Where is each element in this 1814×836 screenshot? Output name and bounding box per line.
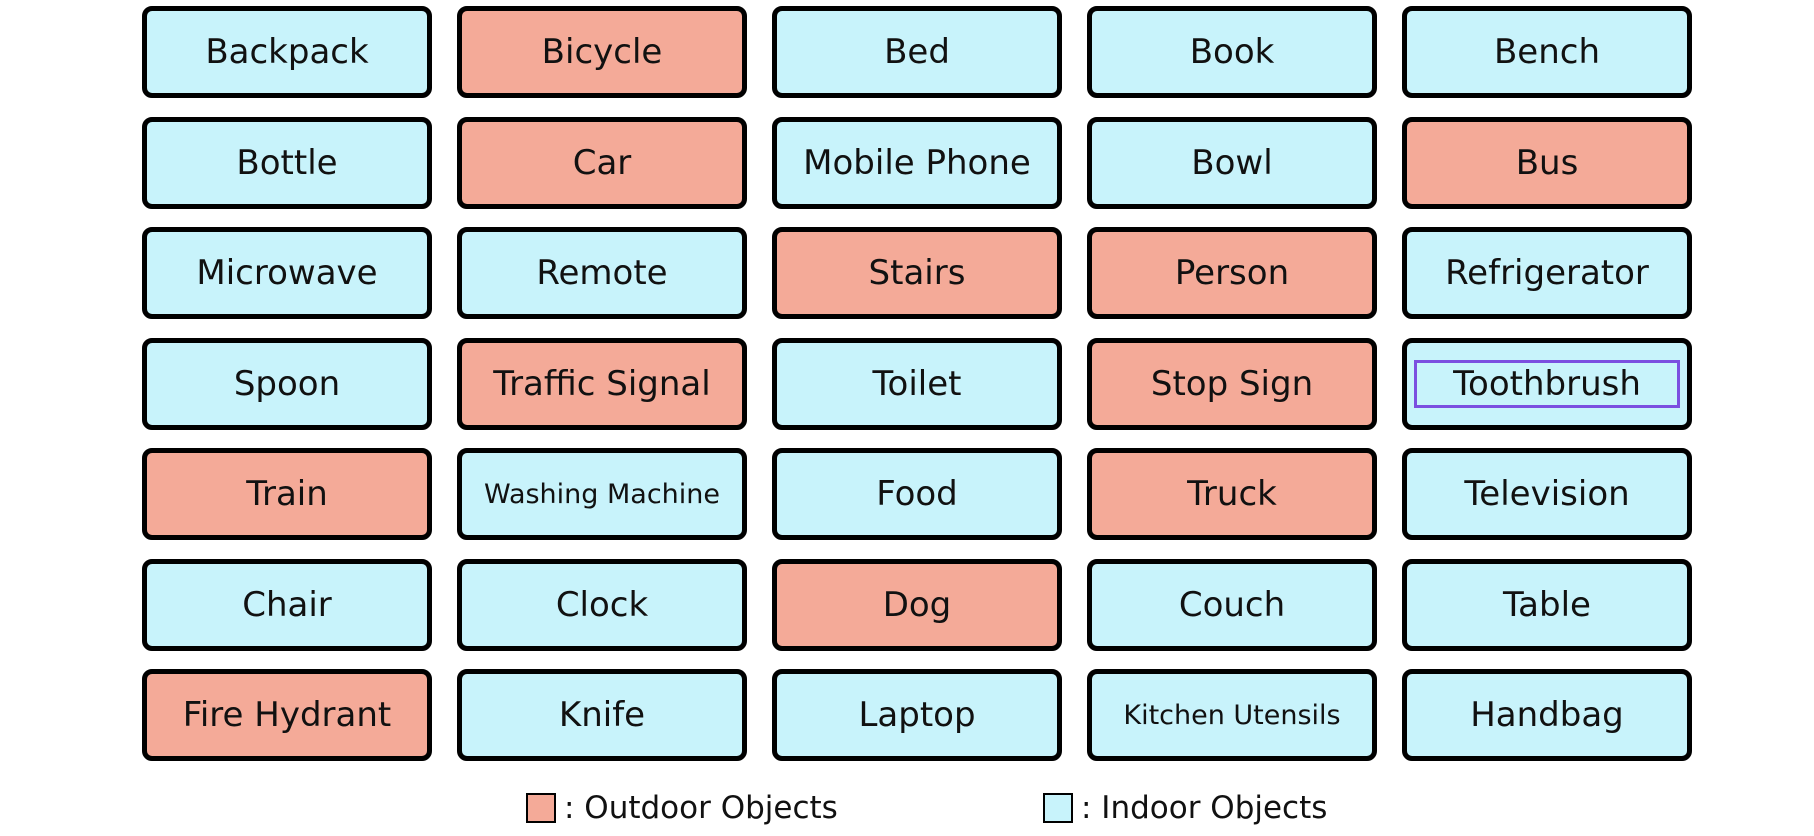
object-cell[interactable]: Washing Machine xyxy=(457,448,747,540)
indoor-swatch xyxy=(1043,793,1073,823)
object-cell[interactable]: Bicycle xyxy=(457,6,747,98)
object-label: Microwave xyxy=(196,253,378,293)
object-label: Fire Hydrant xyxy=(182,695,392,735)
object-cell[interactable]: Food xyxy=(772,448,1062,540)
object-label: Handbag xyxy=(1470,695,1624,735)
object-cell[interactable]: Handbag xyxy=(1402,669,1692,761)
object-label: Dog xyxy=(882,584,952,625)
legend: : Outdoor Objects : Indoor Objects xyxy=(0,790,1814,830)
object-label: Table xyxy=(1503,584,1591,625)
object-label: Stairs xyxy=(868,253,966,293)
object-cell[interactable]: Car xyxy=(457,116,747,209)
object-cell[interactable]: Laptop xyxy=(772,669,1062,761)
object-cell[interactable]: Knife xyxy=(457,669,747,761)
object-cell[interactable]: Bottle xyxy=(142,116,432,209)
object-cell[interactable]: Television xyxy=(1402,448,1692,540)
object-cell[interactable]: Bowl xyxy=(1087,116,1377,209)
object-cell[interactable]: Bus xyxy=(1402,116,1692,209)
object-cell[interactable]: Toilet xyxy=(772,337,1062,430)
object-cell[interactable]: Table xyxy=(1402,558,1692,651)
object-label: Toothbrush xyxy=(1414,359,1680,408)
object-label: Truck xyxy=(1187,474,1277,514)
object-cell[interactable]: Kitchen Utensils xyxy=(1087,669,1377,761)
object-label: Clock xyxy=(555,584,649,625)
object-label: Person xyxy=(1174,253,1290,293)
object-cell[interactable]: Person xyxy=(1087,227,1377,319)
object-label: Bottle xyxy=(236,142,338,183)
object-label: Kitchen Utensils xyxy=(1123,699,1341,731)
object-label: Train xyxy=(246,474,328,514)
object-label: Stop Sign xyxy=(1150,363,1314,404)
object-cell[interactable]: Chair xyxy=(142,558,432,651)
object-label: Knife xyxy=(558,695,646,735)
legend-outdoor: : Outdoor Objects xyxy=(526,790,838,826)
object-label: Television xyxy=(1464,474,1630,514)
object-label: Bowl xyxy=(1191,142,1273,183)
object-cell[interactable]: Microwave xyxy=(142,227,432,319)
legend-outdoor-label: : Outdoor Objects xyxy=(564,790,838,826)
object-label: Book xyxy=(1189,32,1275,72)
object-cell[interactable]: Traffic Signal xyxy=(457,337,747,430)
object-cell[interactable]: Train xyxy=(142,448,432,540)
object-label: Mobile Phone xyxy=(803,142,1031,183)
object-cell[interactable]: Remote xyxy=(457,227,747,319)
object-label: Car xyxy=(572,142,632,183)
object-label: Bicycle xyxy=(541,32,663,72)
legend-indoor-label: : Indoor Objects xyxy=(1081,790,1328,826)
object-label: Bus xyxy=(1515,142,1579,183)
object-cell[interactable]: Toothbrush xyxy=(1402,337,1692,430)
object-cell[interactable]: Book xyxy=(1087,6,1377,98)
object-label: Laptop xyxy=(858,695,976,735)
outdoor-swatch xyxy=(526,793,556,823)
object-cell[interactable]: Refrigerator xyxy=(1402,227,1692,319)
object-cell[interactable]: Spoon xyxy=(142,337,432,430)
object-label: Backpack xyxy=(205,32,369,72)
object-cell[interactable]: Stop Sign xyxy=(1087,337,1377,430)
object-cell[interactable]: Bench xyxy=(1402,6,1692,98)
object-label: Bench xyxy=(1493,32,1601,72)
object-label: Remote xyxy=(536,253,668,293)
object-label: Washing Machine xyxy=(483,478,721,510)
object-cell[interactable]: Truck xyxy=(1087,448,1377,540)
object-cell[interactable]: Fire Hydrant xyxy=(142,669,432,761)
object-label: Toilet xyxy=(872,363,962,404)
object-label: Refrigerator xyxy=(1445,253,1649,293)
object-cell[interactable]: Mobile Phone xyxy=(772,116,1062,209)
object-label: Bed xyxy=(884,32,950,72)
object-cell[interactable]: Clock xyxy=(457,558,747,651)
object-grid: Backpack Bicycle Bed Book Bench Bottle Car Mobi… xyxy=(142,6,1695,761)
object-cell[interactable]: Bed xyxy=(772,6,1062,98)
object-label: Traffic Signal xyxy=(493,363,711,404)
object-cell[interactable]: Couch xyxy=(1087,558,1377,651)
object-label: Spoon xyxy=(233,363,341,404)
object-label: Chair xyxy=(242,584,332,625)
object-cell[interactable]: Dog xyxy=(772,558,1062,651)
object-label: Food xyxy=(876,474,958,514)
object-label: Couch xyxy=(1178,584,1286,625)
legend-indoor: : Indoor Objects xyxy=(1043,790,1327,826)
object-cell[interactable]: Stairs xyxy=(772,227,1062,319)
object-cell[interactable]: Backpack xyxy=(142,6,432,98)
